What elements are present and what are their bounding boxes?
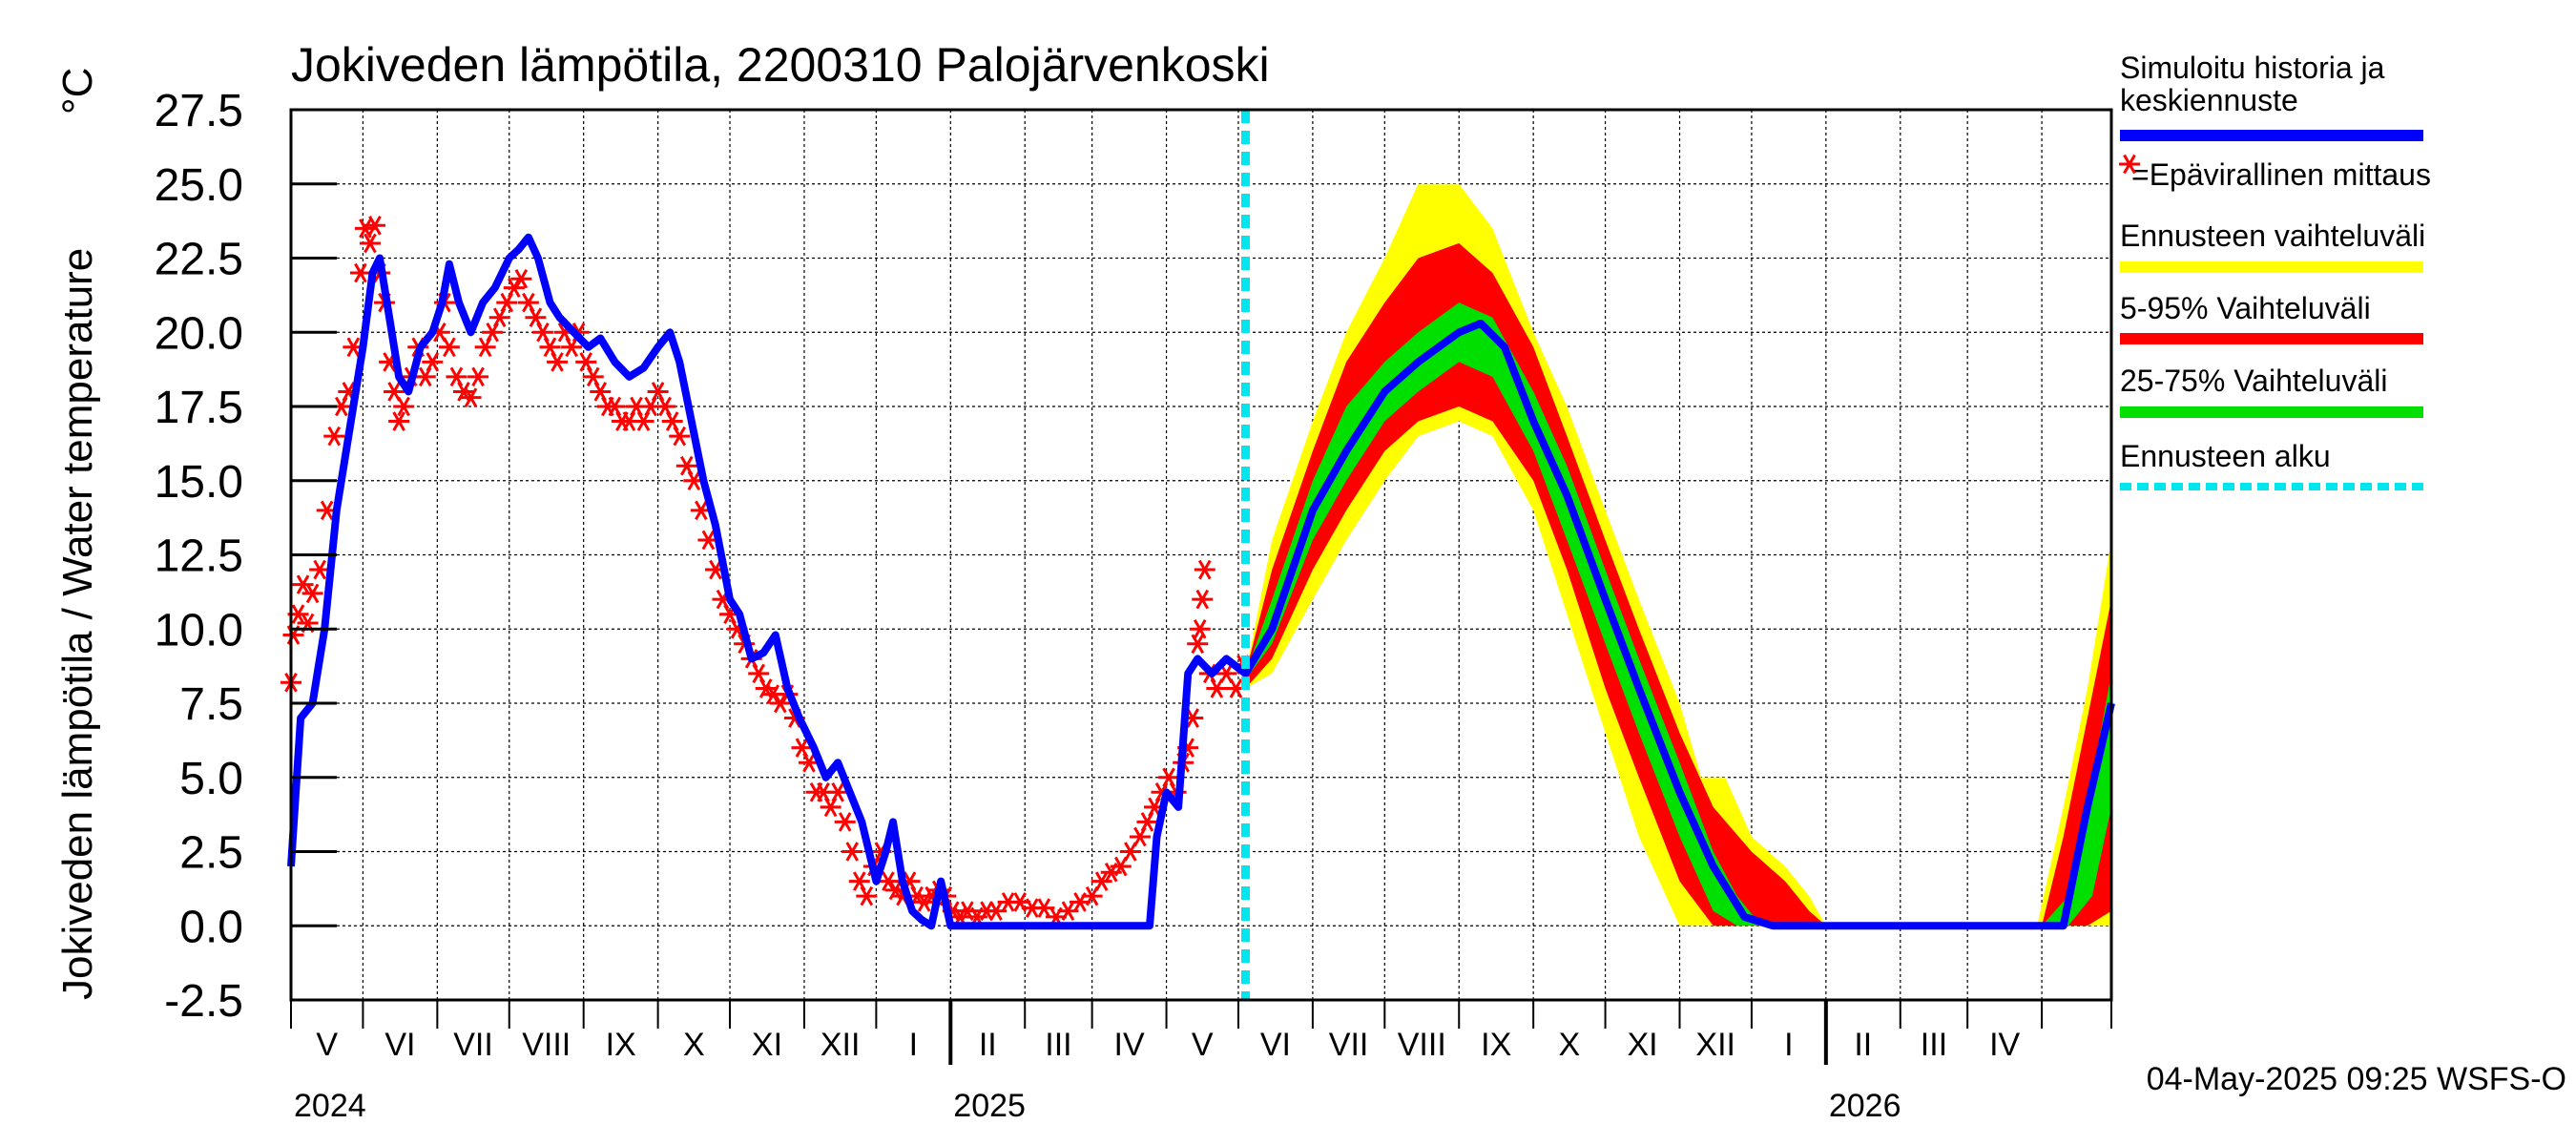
observation-point	[1206, 678, 1228, 698]
y-axis: 27.5 25.0 22.5 20.0 17.5 15.0 12.5 10.0 7.5 5.0 2.…	[155, 86, 337, 1027]
observation-point	[1189, 618, 1211, 639]
observation-point	[438, 337, 460, 358]
x-month-label: IX	[1481, 1027, 1511, 1063]
y-axis-label: Jokiveden lämpötila / Water temperature	[54, 248, 101, 1000]
observation-point	[856, 885, 878, 906]
x-axis: V VI VII VIII IX X XI XII I II III IV V VI VII VIII IX X X…	[290, 998, 2112, 1124]
y-tick-label: 5.0	[179, 754, 243, 804]
legend-label: Ennusteen vaihteluväli	[2120, 219, 2425, 253]
x-month-label: XII	[821, 1027, 861, 1063]
y-tick-label: 22.5	[155, 235, 243, 285]
observation-point	[323, 426, 345, 447]
x-month-label: XI	[1627, 1027, 1657, 1063]
x-month-label: VIII	[522, 1027, 571, 1063]
x-month-label: IV	[1114, 1027, 1145, 1063]
observation-point	[1119, 842, 1141, 862]
y-tick-label: 10.0	[155, 605, 243, 656]
legend-star-icon	[2119, 154, 2140, 175]
x-month-label: XII	[1695, 1027, 1735, 1063]
x-month-label: V	[316, 1027, 338, 1063]
x-month-label: XI	[752, 1027, 782, 1063]
x-month-label: I	[1784, 1027, 1793, 1063]
observation-point	[384, 382, 405, 402]
simulated-line	[287, 233, 2115, 930]
observation-point	[364, 216, 385, 236]
x-month-label: IX	[606, 1027, 636, 1063]
observation-point	[503, 278, 525, 298]
observation-point	[547, 352, 569, 372]
observation-point	[301, 583, 323, 604]
observation-point	[827, 782, 849, 802]
observation-point	[841, 842, 863, 862]
y-tick-label: 2.5	[179, 828, 243, 879]
y-tick-label: 25.0	[155, 160, 243, 211]
observation-point	[1192, 589, 1214, 610]
observation-point	[349, 262, 371, 283]
x-year-label: 2024	[294, 1088, 366, 1124]
x-month-label: III	[1045, 1027, 1071, 1063]
legend-label: =Epävirallinen mittaus	[2131, 157, 2431, 192]
observation-point	[359, 233, 381, 254]
y-axis-unit: °C	[54, 68, 101, 114]
legend-label: 25-75% Vaihteluväli	[2120, 364, 2387, 398]
y-tick-label: 7.5	[179, 679, 243, 730]
observation-point	[1187, 634, 1209, 655]
x-year-label: 2025	[953, 1088, 1026, 1124]
observation-point	[1081, 885, 1103, 906]
observation-point	[460, 387, 482, 407]
legend-label: 5-95% Vaihteluväli	[2120, 291, 2371, 325]
observation-point	[467, 366, 489, 387]
observation-point	[422, 352, 444, 372]
x-month-label: X	[1559, 1027, 1581, 1063]
observation-point	[769, 693, 791, 714]
x-month-label: II	[1854, 1027, 1872, 1063]
y-tick-label: 27.5	[155, 86, 243, 136]
x-month-label: VIII	[1398, 1027, 1446, 1063]
simulated-line-group	[287, 233, 2115, 930]
x-year-label: 2026	[1829, 1088, 1901, 1124]
observation-point	[388, 411, 410, 431]
y-tick-label: 17.5	[155, 383, 243, 433]
legend-label: keskiennuste	[2120, 83, 2298, 117]
x-month-label: V	[1192, 1027, 1214, 1063]
x-month-label: III	[1921, 1027, 1947, 1063]
footer-timestamp: 04-May-2025 09:25 WSFS-O	[2147, 1061, 2566, 1097]
x-month-label: I	[909, 1027, 918, 1063]
y-tick-label: -2.5	[164, 976, 243, 1027]
y-tick-label: 20.0	[155, 308, 243, 359]
x-month-label: X	[683, 1027, 705, 1063]
observation-point	[877, 871, 899, 891]
observation-point	[292, 574, 314, 594]
observation-point	[393, 396, 415, 417]
observation-point	[1091, 871, 1112, 891]
legend-label: Simuloitu historia ja	[2120, 51, 2385, 85]
observation-point	[1194, 559, 1215, 580]
x-month-label: II	[979, 1027, 997, 1063]
x-month-label: VII	[453, 1027, 493, 1063]
observation-point	[834, 812, 856, 832]
y-tick-label: 0.0	[179, 902, 243, 952]
x-month-label: VI	[1260, 1027, 1291, 1063]
y-tick-label: 12.5	[155, 531, 243, 582]
legend-label: Ennusteen alku	[2120, 439, 2331, 473]
band-3	[1245, 302, 2111, 926]
y-tick-label: 15.0	[155, 457, 243, 508]
observation-point	[1110, 856, 1132, 877]
x-month-label: IV	[1989, 1027, 2020, 1063]
x-month-label: VI	[384, 1027, 415, 1063]
observation-point	[510, 268, 532, 289]
chart-title: Jokiveden lämpötila, 2200310 Palojärvenk…	[291, 38, 1270, 92]
observation-point	[669, 426, 691, 447]
x-month-label: VII	[1329, 1027, 1369, 1063]
